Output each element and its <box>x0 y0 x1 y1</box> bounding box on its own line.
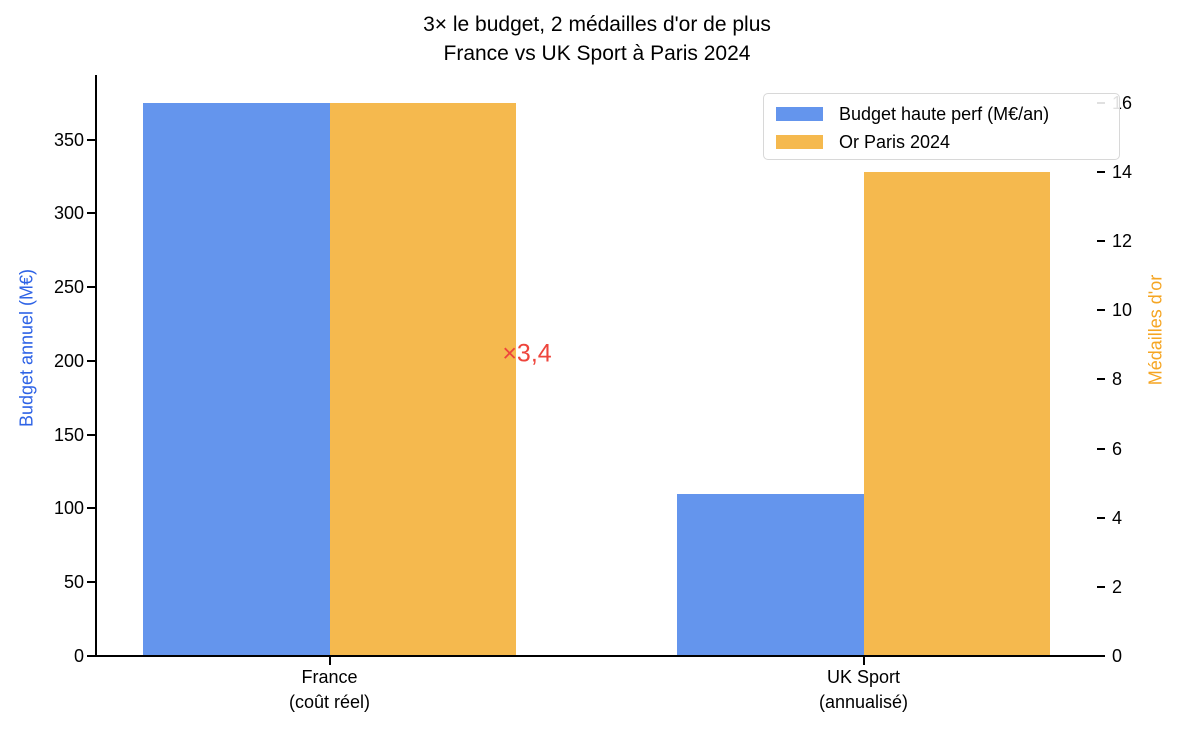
right-axis-tick <box>1097 170 1105 173</box>
x-category-label-france: France (coût réel) <box>180 665 480 715</box>
right-axis-tick <box>1097 378 1105 381</box>
left-axis-spine <box>95 75 97 657</box>
left-axis-tick-label: 350 <box>53 129 84 150</box>
left-axis-tick <box>87 286 95 289</box>
chart-title: 3× le budget, 2 médailles d'or de plus F… <box>97 10 1097 68</box>
left-axis-tick <box>87 212 95 215</box>
right-axis-tick-label: 16 <box>1112 92 1133 113</box>
right-axis-tick-label: 12 <box>1112 231 1133 251</box>
ratio-annotation: ×3,4 <box>502 339 552 368</box>
bar-gold-france <box>329 102 516 656</box>
x-category-line2: (coût réel) <box>288 692 371 712</box>
x-category-label-uk-sport: UK Sport (annualisé) <box>714 665 1014 715</box>
x-axis-tick <box>862 657 865 665</box>
legend-label-budget: Budget haute perf (M€/an) <box>839 103 1050 124</box>
right-axis-tick-label: 2 <box>1112 576 1123 597</box>
left-axis-tick-label: 100 <box>53 498 84 519</box>
legend-swatch-budget <box>776 107 823 121</box>
left-axis-tick-label: 300 <box>53 203 84 224</box>
right-axis-tick-label: 8 <box>1112 369 1123 390</box>
right-axis-tick-label: 0 <box>1112 646 1123 666</box>
bar-budget-france <box>143 102 330 656</box>
right-axis-label: Médailles d'or <box>1145 274 1166 386</box>
left-axis-tick-label: 250 <box>53 277 84 298</box>
left-axis-label: Budget annuel (M€) <box>16 268 37 428</box>
left-axis-tick <box>87 655 95 657</box>
right-axis-tick <box>1097 309 1105 312</box>
x-category-line1: UK Sport <box>826 667 901 687</box>
right-axis-tick <box>1097 516 1105 519</box>
right-axis-tick <box>1097 655 1105 657</box>
legend-swatch-gold <box>776 135 823 149</box>
legend: Budget haute perf (M€/an) Or Paris 2024 <box>763 93 1120 160</box>
right-axis-tick-label: 6 <box>1112 438 1123 459</box>
left-axis-tick <box>87 507 95 510</box>
bar-gold-uk-sport <box>863 171 1050 656</box>
legend-item-gold: Or Paris 2024 <box>776 128 1119 156</box>
right-axis-tick <box>1097 447 1105 450</box>
left-axis-tick-label: 50 <box>63 572 84 593</box>
right-axis-tick-label: 4 <box>1112 507 1123 528</box>
right-axis-tick-label: 10 <box>1112 300 1133 321</box>
legend-item-budget: Budget haute perf (M€/an) <box>776 100 1119 128</box>
bottom-axis-spine <box>95 655 1097 657</box>
left-axis-tick <box>87 138 95 141</box>
chart-title-line1: 3× le budget, 2 médailles d'or de plus <box>423 13 771 36</box>
legend-label-gold: Or Paris 2024 <box>839 131 951 152</box>
left-axis-tick <box>87 581 95 584</box>
x-category-line2: (annualisé) <box>818 692 909 712</box>
chart-title-line2: France vs UK Sport à Paris 2024 <box>443 42 751 65</box>
left-axis-tick-label: 0 <box>73 646 84 666</box>
right-axis-tick <box>1097 240 1105 242</box>
right-axis-tick-label: 14 <box>1112 161 1133 182</box>
left-axis-tick-label: 150 <box>53 424 84 445</box>
x-category-line1: France <box>301 667 358 687</box>
left-axis-tick-label: 200 <box>53 350 84 371</box>
left-axis-tick <box>87 433 95 436</box>
left-axis-tick <box>87 359 95 362</box>
right-axis-tick <box>1097 585 1105 588</box>
bar-budget-uk-sport <box>677 493 864 656</box>
x-axis-tick <box>328 657 331 665</box>
